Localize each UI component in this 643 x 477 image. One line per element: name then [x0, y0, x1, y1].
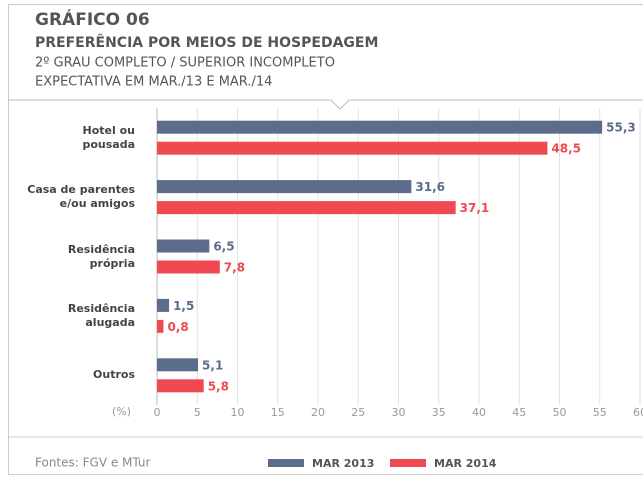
x-tick-label: 60	[633, 406, 643, 419]
value-label: 48,5	[551, 142, 581, 156]
bar	[157, 358, 199, 372]
bar	[157, 201, 456, 215]
x-tick-label: 40	[472, 406, 486, 419]
x-tick-label: 0	[154, 406, 161, 419]
chart-title: PREFERÊNCIA POR MEIOS DE HOSPEDAGEM	[35, 34, 378, 51]
y-tick-label: Hotel ou pousada	[82, 123, 135, 151]
x-tick-label: 5	[194, 406, 201, 419]
x-tick-label: 45	[512, 406, 526, 419]
y-tick-label: Outros	[93, 368, 135, 382]
subtitle: EXPECTATIVA EM MAR./13 E MAR./14	[35, 75, 272, 90]
y-tick-label: Residência alugada	[67, 301, 135, 329]
y-tick-label: Residência própria	[67, 242, 135, 270]
bar	[157, 120, 603, 134]
x-tick-label: 50	[553, 406, 567, 419]
value-label: 5,8	[208, 379, 229, 393]
value-label: 31,6	[415, 180, 445, 194]
value-label: 5,1	[202, 358, 223, 372]
x-tick-label: 10	[231, 406, 245, 419]
x-axis-label: (%)	[112, 405, 131, 418]
bar	[157, 180, 412, 194]
legend-label: MAR 2013	[312, 457, 374, 470]
x-tick-label: 55	[593, 406, 607, 419]
bar	[157, 298, 170, 312]
source: Fontes: FGV e MTur	[35, 456, 151, 470]
bar	[157, 141, 548, 155]
frame	[8, 4, 643, 475]
value-label: 7,8	[224, 261, 245, 275]
value-label: 37,1	[460, 201, 490, 215]
legend-swatch	[268, 459, 304, 467]
header-rule	[9, 99, 643, 110]
subtitle: 2º GRAU COMPLETO / SUPERIOR INCOMPLETO	[35, 56, 335, 71]
y-tick-label: Casa de parentes e/ou amigos	[27, 183, 135, 211]
x-tick-label: 20	[311, 406, 325, 419]
legend-swatch	[390, 459, 426, 467]
bar	[157, 379, 204, 393]
chart-label: GRÁFICO 06	[35, 8, 150, 30]
value-label: 0,8	[167, 320, 188, 334]
value-label: 1,5	[173, 299, 194, 313]
x-tick-label: 30	[392, 406, 406, 419]
legend-label: MAR 2014	[434, 457, 497, 470]
value-label: 55,3	[606, 121, 636, 135]
x-tick-label: 15	[271, 406, 285, 419]
value-label: 6,5	[213, 240, 234, 254]
bar	[157, 239, 210, 253]
x-tick-label: 35	[432, 406, 446, 419]
bar	[157, 260, 220, 274]
bar	[157, 319, 164, 333]
x-tick-label: 25	[351, 406, 365, 419]
